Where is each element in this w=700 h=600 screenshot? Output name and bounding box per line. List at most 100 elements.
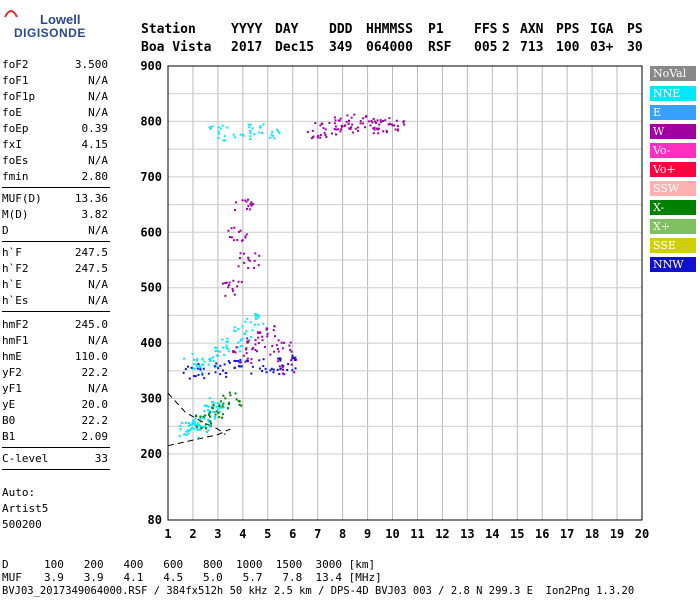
data-point [218,405,221,408]
data-point [238,361,241,364]
x-tick-label: 7 [314,527,321,541]
data-point [273,325,276,328]
data-point [193,423,196,426]
data-point [224,282,227,285]
y-axis-ticks: 80 200 300 400 500 600 700 800 900 [140,59,162,527]
data-point [209,360,212,363]
data-point [290,359,293,362]
data-point [282,368,285,371]
data-point [226,337,229,340]
data-point [214,413,217,416]
header-label: S [502,22,510,37]
data-point [251,348,254,351]
header-value: 005 [474,40,498,55]
data-point [282,364,285,367]
scaling-line2: Artist5 [2,502,49,515]
data-point [256,313,259,316]
data-point [204,414,207,417]
data-point [209,422,212,425]
data-point [249,123,252,126]
data-point [402,121,405,124]
data-point [254,317,257,320]
x-tick-label: 5 [264,527,271,541]
data-point [272,134,275,137]
data-point [207,418,210,421]
data-point [289,348,292,351]
data-point [223,135,226,138]
y-tick-label: 800 [140,114,162,128]
param-name: foE [2,106,22,119]
data-point [241,325,244,328]
data-point [228,281,231,284]
data-point [263,345,266,348]
data-point [214,349,217,352]
data-point [345,120,348,123]
header-value: 03+ [590,40,614,55]
data-point [249,135,252,138]
data-point [184,368,187,371]
data-point [248,138,251,141]
data-point [393,124,396,127]
data-point [178,435,181,438]
data-point [234,330,237,333]
data-point [221,282,224,285]
x-tick-label: 14 [485,527,499,541]
data-point [294,367,297,370]
data-point [278,132,281,135]
data-point [235,346,238,349]
data-point [233,359,236,362]
data-point [323,131,326,134]
data-point [367,120,370,123]
data-point [246,360,249,363]
data-point [362,117,365,120]
data-point [241,199,244,202]
header-value: 713 [520,40,544,55]
data-point [265,326,268,329]
header-label: PS [627,22,643,37]
data-point [229,235,232,238]
x-tick-label: 18 [585,527,599,541]
data-point [207,429,210,432]
data-point [291,356,294,359]
data-point [221,416,224,419]
param-name: yE [2,398,16,411]
data-point [224,397,227,400]
data-point [246,340,249,343]
data-point [295,358,298,361]
data-point [246,340,249,343]
data-point [321,122,324,125]
param-value: 2.80 [81,170,109,183]
logo-line1: Lowell [40,12,81,27]
data-point [225,344,228,347]
data-point [191,423,194,426]
data-point [213,365,216,368]
data-point [277,339,280,342]
data-point [248,126,251,129]
data-point [306,130,309,133]
data-point [232,329,235,332]
data-point [294,356,297,359]
data-point [270,133,273,136]
data-point [201,363,204,366]
data-point [227,360,230,363]
data-point [279,359,282,362]
data-point [226,340,229,343]
distance-values: 100 200 400 600 800 1000 1500 3000 [km] [44,558,376,571]
data-point [258,359,261,362]
data-point [187,424,190,427]
data-point [233,293,236,296]
data-point [283,373,286,376]
data-point [239,361,242,364]
data-point [234,351,237,354]
data-point [245,207,248,210]
legend-item-w: W [650,124,696,139]
data-point [219,364,222,367]
x-tick-label: 20 [635,527,649,541]
data-point [396,128,399,131]
param-name: foF1 [2,74,29,87]
data-point [388,122,391,125]
param-value: N/A [88,334,108,347]
data-point [385,129,388,132]
data-point [196,422,199,425]
data-point [320,122,323,125]
